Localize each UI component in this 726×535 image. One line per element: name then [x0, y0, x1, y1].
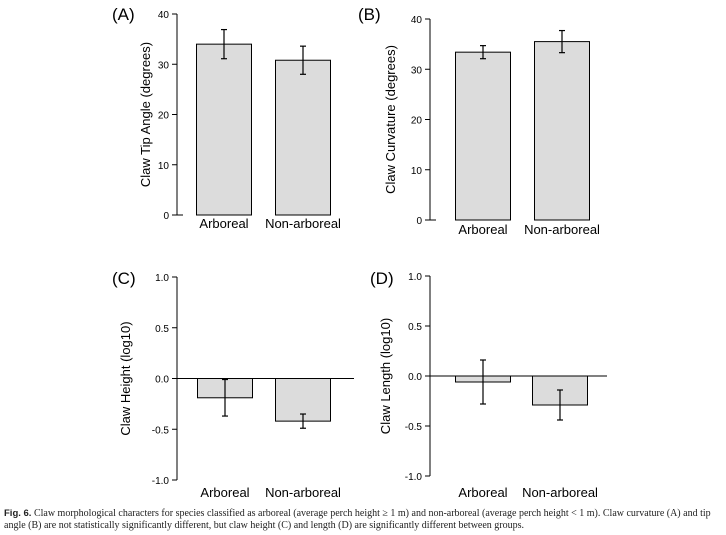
caption-text: Claw morphological characters for specie…	[4, 508, 711, 531]
panel-a-bar-arboreal	[196, 43, 252, 216]
panel-c-label: (C)	[112, 269, 136, 288]
panel-b-label: (B)	[358, 5, 381, 24]
panel-c-ylabel: Claw Height (log10)	[118, 321, 133, 435]
panel-a-category-label: Arboreal	[199, 216, 248, 231]
panel-a-bar-non-arboreal	[275, 59, 331, 216]
figure-caption: Fig. 6. Claw morphological characters fo…	[4, 508, 722, 532]
panel-a-ytick-label: 40	[158, 10, 170, 21]
figure-canvas: (A) 0 10 20 30 40 Claw Tip Angle (degrees) Arbo…	[112, 5, 607, 500]
panel-b-ytick-label: 30	[411, 65, 423, 76]
panel-a-ytick-label: 20	[158, 111, 170, 122]
panel-d-category-label: Non-arboreal	[522, 485, 598, 500]
panel-a-ytick-label: 10	[158, 161, 170, 172]
panel-b-ylabel: Claw Curvature (degrees)	[383, 45, 398, 194]
panel-c-ytick-label: 0.0	[155, 375, 169, 386]
panel-d-ytick-label: -1.0	[405, 472, 423, 483]
panel-c-category-label: Arboreal	[200, 485, 249, 500]
panel-a-ylabel: Claw Tip Angle (degrees)	[138, 42, 153, 187]
panel-d-ytick-label: 0.0	[408, 372, 422, 383]
panel-b-bar-arboreal	[455, 51, 511, 221]
panel-c-ytick-label: -0.5	[152, 425, 170, 436]
panel-d-ytick-label: 0.5	[408, 322, 422, 333]
panel-c-ytick-label: 1.0	[155, 273, 169, 284]
panel-d-category-label: Arboreal	[458, 485, 507, 500]
panel-b-ytick-label: 40	[411, 15, 423, 26]
panel-c-ytick-label: 0.5	[155, 324, 169, 335]
panel-c-ytick-label: -1.0	[152, 476, 170, 487]
panel-b-bar-non-arboreal	[534, 41, 590, 221]
panel-c-category-label: Non-arboreal	[265, 485, 341, 500]
panel-b-category-label: Non-arboreal	[524, 222, 600, 237]
caption-label: Fig. 6.	[4, 508, 32, 519]
panel-a-label: (A)	[112, 5, 135, 24]
panel-b-ytick-label: 20	[411, 116, 423, 127]
panel-a-category-label: Non-arboreal	[265, 216, 341, 231]
panel-d-label: (D)	[370, 269, 394, 288]
panel-b-ytick-label: 0	[416, 216, 422, 227]
panel-b-category-label: Arboreal	[458, 222, 507, 237]
panel-d-ylabel: Claw Length (log10)	[378, 318, 393, 434]
panel-a-ytick-label: 30	[158, 60, 170, 71]
panel-d-ytick-label: -0.5	[405, 422, 423, 433]
panel-d-ytick-label: 1.0	[408, 272, 422, 283]
panel-a-ytick-label: 0	[163, 211, 169, 222]
panel-b-ytick-label: 10	[411, 166, 423, 177]
